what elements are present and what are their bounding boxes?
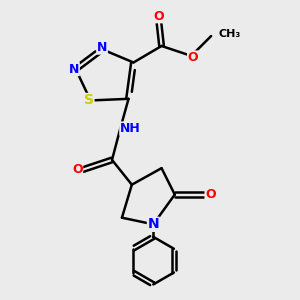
Text: S: S [84, 94, 94, 107]
Text: N: N [69, 63, 79, 76]
Text: O: O [205, 188, 216, 201]
Text: N: N [97, 41, 107, 54]
Text: N: N [148, 217, 159, 231]
Text: CH₃: CH₃ [218, 29, 241, 39]
Text: O: O [188, 51, 198, 64]
Text: NH: NH [120, 122, 141, 135]
Text: O: O [72, 163, 83, 176]
Text: O: O [153, 10, 164, 23]
